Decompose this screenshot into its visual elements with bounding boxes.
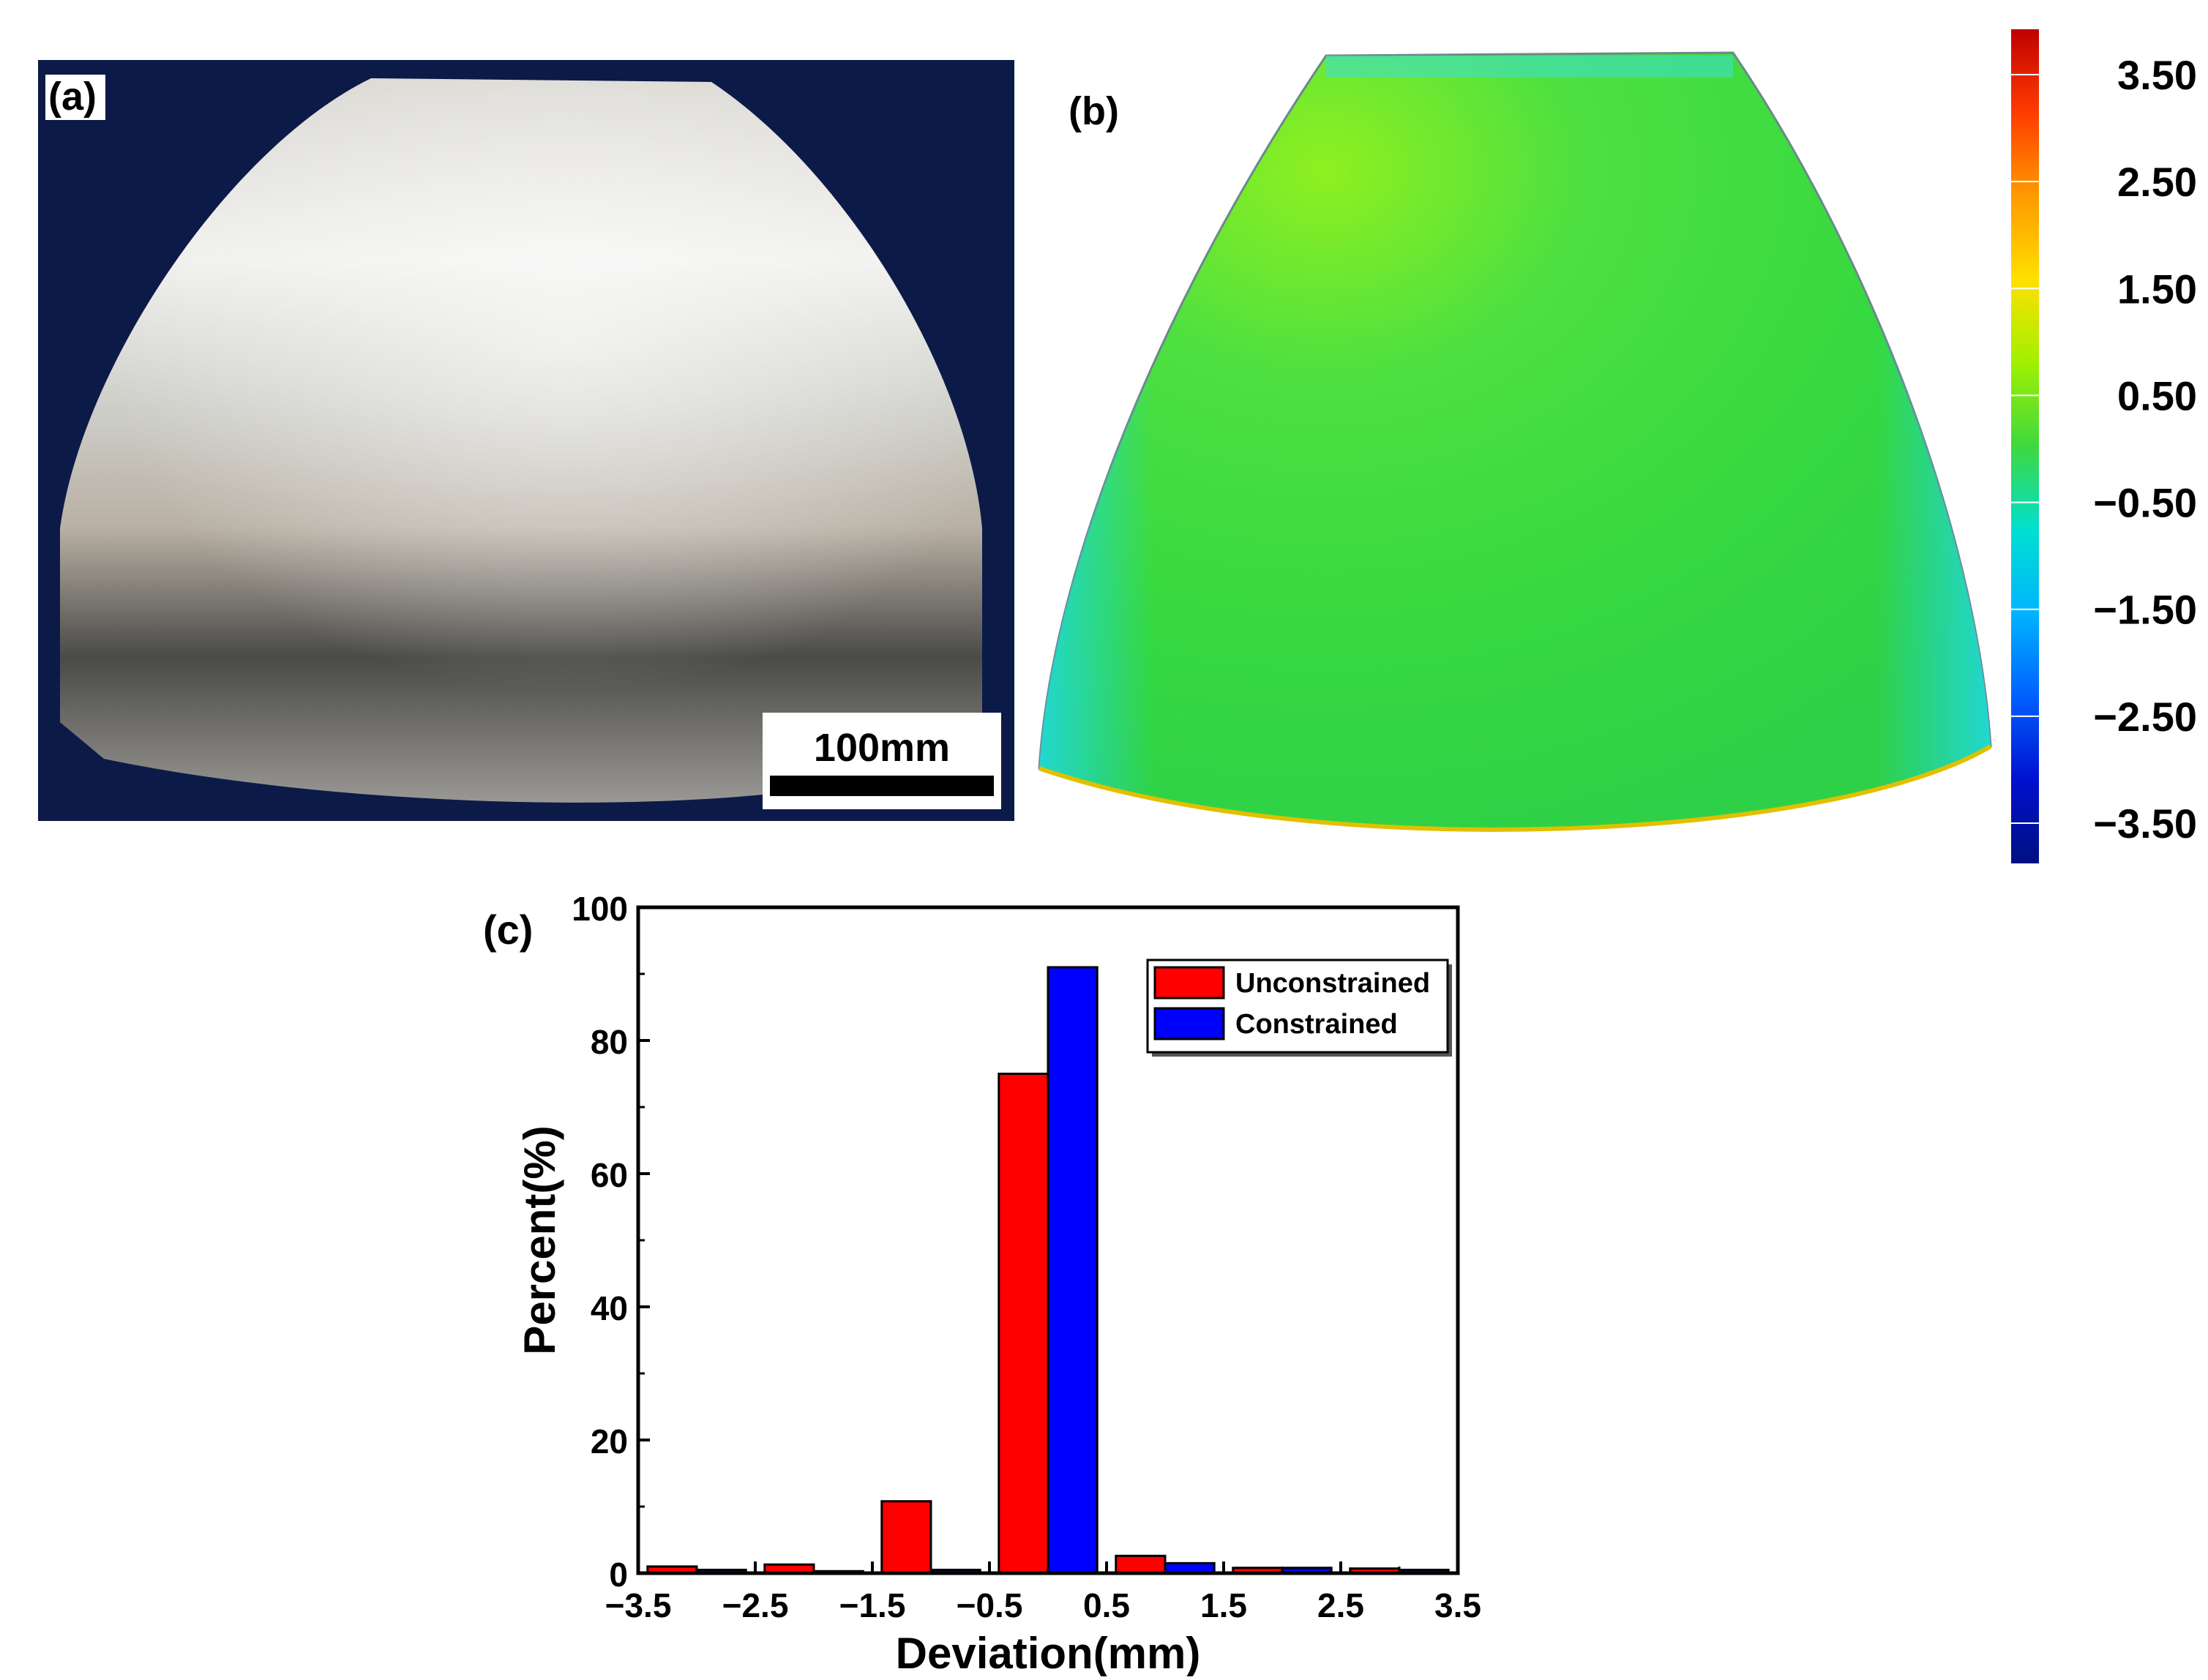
legend: Unconstrained Constrained (1146, 959, 1452, 1057)
y-tick-label: 60 (591, 1156, 628, 1194)
y-axis-label: Percent(%) (515, 1125, 564, 1354)
x-tick-label: 0.5 (1083, 1586, 1130, 1624)
legend-label-unconstrained: Unconstrained (1235, 968, 1430, 999)
y-tick-label: 20 (591, 1422, 628, 1460)
colorbar-tick-label: −1.50 (2093, 587, 2197, 633)
colorbar-gradient (2011, 29, 2039, 863)
y-tick-label: 40 (591, 1289, 628, 1327)
bar-chart-panel: (c) Percent(%) Deviation(mm) 0 20 40 60 80 10… (468, 878, 1493, 1678)
x-tick-label: 1.5 (1200, 1586, 1247, 1624)
x-tick-label: −1.5 (839, 1586, 906, 1624)
colorbar-tick-label: −3.50 (2093, 800, 2197, 847)
colorbar-tick-label: 3.50 (2117, 52, 2197, 98)
deviation-map-panel: (b) (1025, 29, 2020, 878)
y-tick-label: 80 (591, 1023, 628, 1061)
bar-unconstrained-2 (880, 1500, 932, 1575)
x-tick-label: 2.5 (1317, 1586, 1364, 1624)
colorbar-tick-label: 0.50 (2117, 372, 2197, 419)
scale-bar (770, 776, 994, 796)
x-tick-label: −3.5 (605, 1586, 672, 1624)
colorbar-tick-label: −0.50 (2093, 480, 2197, 526)
deviation-map-image: (b) (1038, 51, 1992, 832)
panel-label-c: (c) (483, 907, 533, 953)
panel-label-a: (a) (48, 75, 97, 119)
colorbar-tick-label: 2.50 (2117, 159, 2197, 205)
x-tick-label: −2.5 (722, 1586, 789, 1624)
bar-chart: (c) Percent(%) Deviation(mm) 0 20 40 60 80 10… (483, 890, 1481, 1678)
x-axis-label: Deviation(mm) (896, 1629, 1201, 1676)
scale-bar-label: 100mm (814, 726, 950, 770)
y-tick-label: 0 (609, 1556, 628, 1594)
x-tick-label: −0.5 (957, 1586, 1023, 1624)
bar-unconstrained-4 (1115, 1554, 1167, 1575)
sheet-photo-image: 100mm (a) (38, 60, 1014, 821)
bar-unconstrained-3 (998, 1073, 1049, 1575)
bar-constrained-3 (1047, 966, 1099, 1575)
colorbar: 3.50 2.50 1.50 0.50 −0.50 −1.50 −2.50 −3.50 (2005, 22, 2208, 893)
colorbar-tick-label: −2.50 (2093, 694, 2197, 740)
legend-swatch-unconstrained (1153, 966, 1225, 1000)
legend-label-constrained: Constrained (1235, 1009, 1398, 1040)
photo-panel: 100mm (a) (38, 60, 1014, 821)
y-tick-label: 100 (572, 890, 628, 928)
panel-label-b: (b) (1069, 89, 1119, 133)
colorbar-svg: 3.50 2.50 1.50 0.50 −0.50 −1.50 −2.50 −3.50 (2011, 29, 2197, 863)
legend-swatch-constrained (1153, 1007, 1225, 1040)
x-tick-label: 3.5 (1434, 1586, 1481, 1624)
colorbar-tick-label: 1.50 (2117, 266, 2197, 312)
